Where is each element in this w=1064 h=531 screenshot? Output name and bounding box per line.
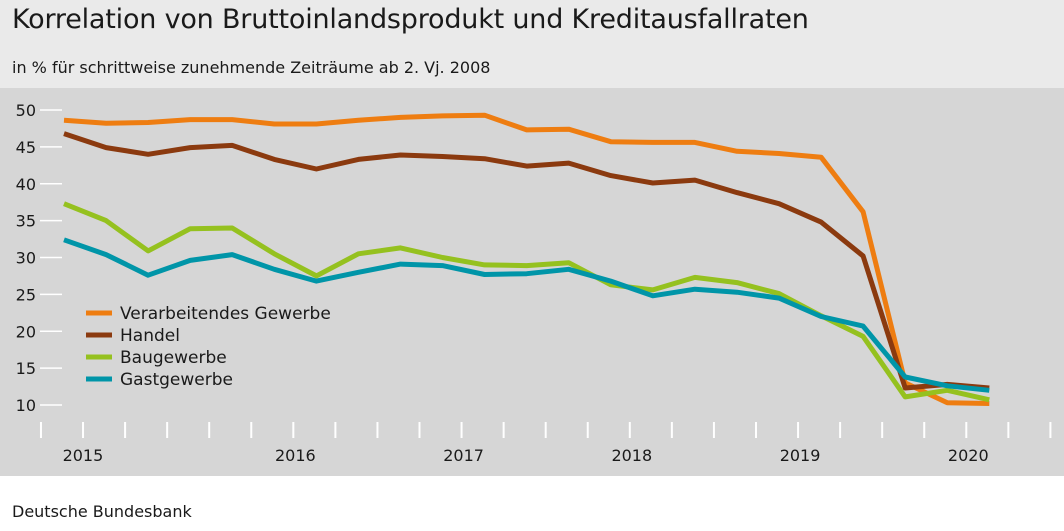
- line-chart: 10 15 20 25 30 35 40 45 50 2015 2016 2017 2018 2019 2…: [0, 88, 1064, 476]
- y-tick-label: 35: [16, 212, 36, 231]
- y-tick-label: 20: [16, 322, 36, 341]
- x-year-label: 2016: [275, 446, 316, 465]
- legend-label: Gastgewerbe: [120, 370, 233, 390]
- legend-label: Baugewerbe: [120, 348, 227, 368]
- header: Korrelation von Bruttoinlandsprodukt und…: [0, 0, 1064, 88]
- x-year-label: 2015: [63, 446, 104, 465]
- legend-label: Verarbeitendes Gewerbe: [120, 304, 331, 324]
- y-tick-label: 15: [16, 359, 36, 378]
- x-year-label: 2017: [443, 446, 484, 465]
- series-line-4: [63, 237, 990, 393]
- legend-label: Handel: [120, 326, 180, 346]
- y-tick-label: 50: [16, 101, 36, 120]
- x-year-label: 2020: [948, 446, 989, 465]
- chart-title: Korrelation von Bruttoinlandsprodukt und…: [12, 4, 809, 35]
- plot-area: [0, 88, 1064, 476]
- y-tick-label: 30: [16, 249, 36, 268]
- series-line-1: [63, 112, 990, 406]
- series-line-3: [63, 201, 990, 403]
- x-year-label: 2019: [780, 446, 821, 465]
- series-line-2: [63, 131, 990, 391]
- y-tick-label: 40: [16, 175, 36, 194]
- chart-subtitle: in % für schrittweise zunehmende Zeiträu…: [12, 58, 491, 77]
- y-tick-label: 25: [16, 285, 36, 304]
- y-tick-label: 10: [16, 396, 36, 415]
- y-tick-label: 45: [16, 138, 36, 157]
- source-note: Deutsche Bundesbank: [12, 502, 192, 521]
- x-year-label: 2018: [611, 446, 652, 465]
